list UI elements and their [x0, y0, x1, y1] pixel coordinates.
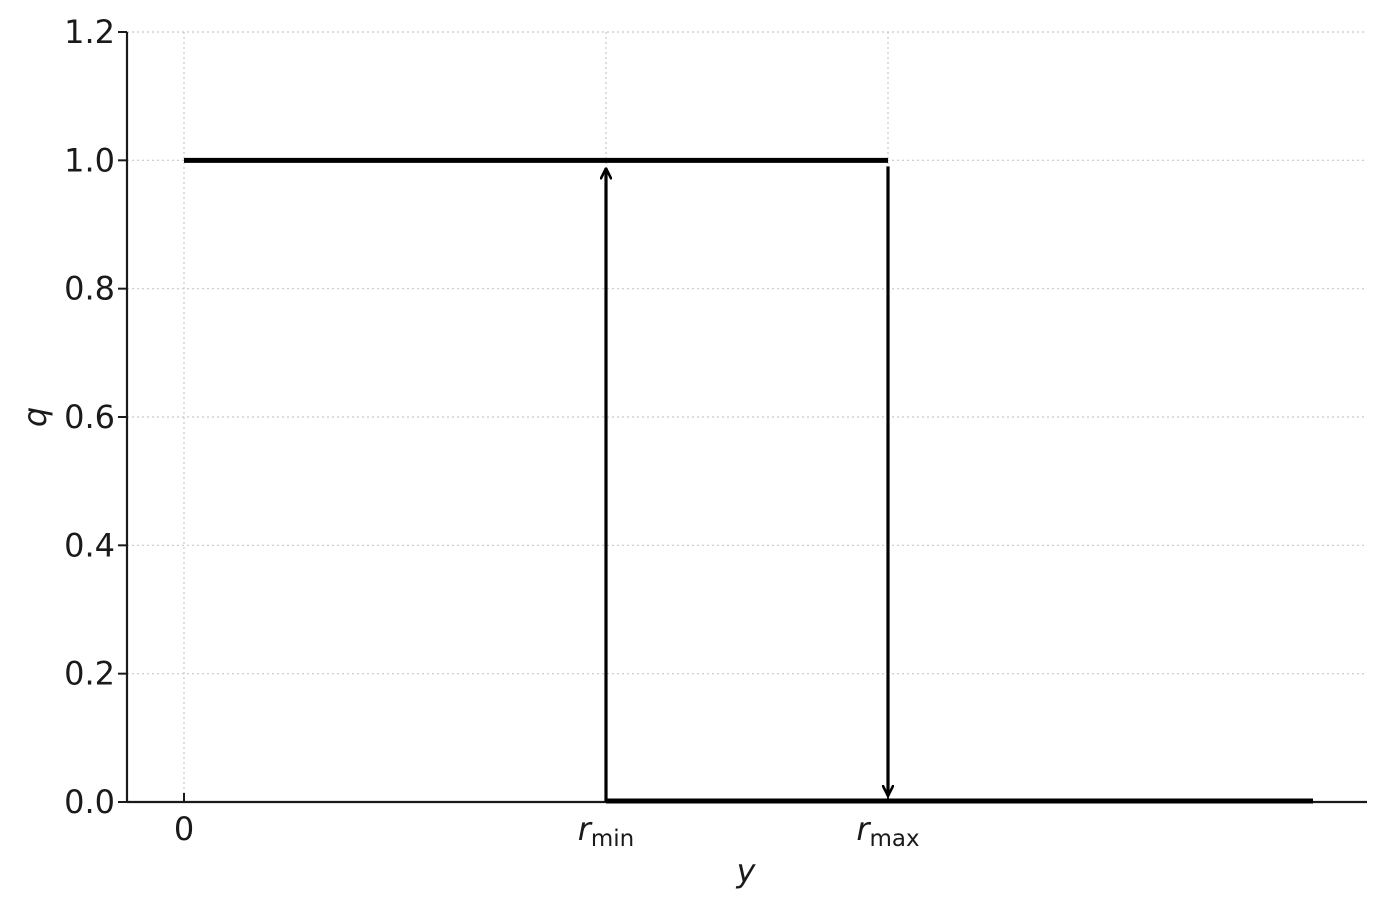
x-axis-label: y [736, 852, 757, 890]
y-tick-label: 1.0 [64, 141, 115, 179]
y-tick-label: 0.0 [64, 783, 115, 821]
y-tick-label: 0.2 [64, 655, 115, 693]
x-tick-label-rmax: rmax [856, 810, 919, 852]
y-tick-label: 1.2 [64, 13, 115, 51]
y-tick-label: 0.6 [64, 398, 115, 436]
y-tick-label: 0.4 [64, 526, 115, 564]
y-axis-label: q [16, 407, 54, 427]
y-tick-label: 0.8 [64, 270, 115, 308]
grid [127, 31, 1367, 802]
marks [184, 157, 1313, 804]
ticks: 0.0 0.2 0.4 0.6 0.8 1.0 1.2 0 rmin rmax [64, 13, 920, 852]
x-tick-label-zero: 0 [174, 810, 194, 848]
x-tick-label-rmin: rmin [578, 810, 635, 852]
